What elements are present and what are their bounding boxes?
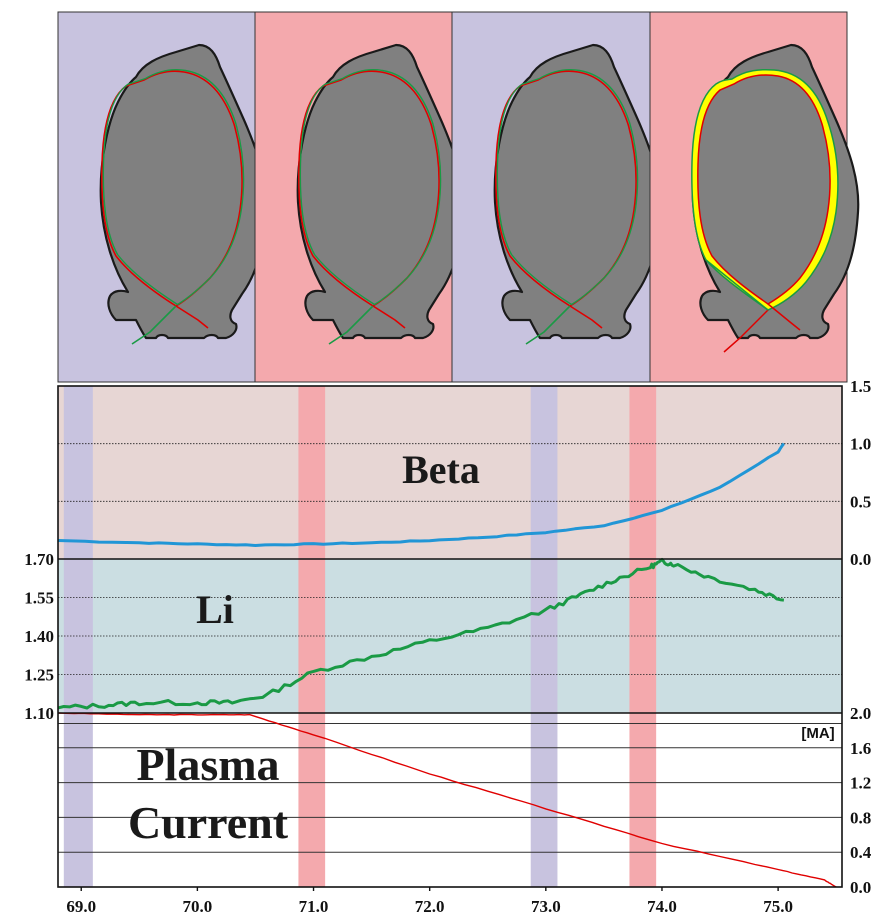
time-xtick-label: 69.0	[66, 897, 96, 916]
divertor-leg-red	[175, 305, 209, 329]
time-xtick-label: 74.0	[647, 897, 677, 916]
plasma-boundary-green	[496, 69, 639, 306]
divertor-leg-left	[723, 309, 769, 353]
tick-labels: 0.0 0.5 1.0 1.5 1.10 1.25 1.40 1.55 1.70 0.0 0.4 0.…	[24, 377, 872, 916]
time-band	[298, 386, 326, 887]
vessel-outline	[99, 43, 268, 340]
current-ytick-label: 0.8	[850, 808, 871, 827]
vessel-outline	[296, 43, 465, 340]
beta-panel-bg	[58, 386, 842, 559]
plasma-boundary-green	[299, 69, 442, 306]
time-band	[63, 386, 93, 887]
time-bands	[63, 386, 657, 887]
plasma-boundary-green	[102, 69, 245, 306]
current-panel-bg	[58, 713, 842, 887]
panel-equilibrium-69.0	[57, 11, 268, 383]
gridlines	[58, 443, 842, 853]
time-band	[629, 386, 657, 887]
li-ytick-label: 1.10	[24, 704, 54, 723]
divertor-leg-red	[569, 305, 603, 329]
panel-frames	[57, 385, 843, 888]
current-ytick-label: 1.6	[850, 739, 871, 758]
beta-ytick-label: 0.5	[850, 492, 871, 511]
series-lines	[57, 442, 837, 888]
panel-shapes	[691, 43, 860, 353]
time-xtick-label: 73.0	[531, 897, 561, 916]
panel-equilibrium-73.0	[451, 11, 662, 383]
time-xtick-label: 72.0	[415, 897, 445, 916]
li-ytick-label: 1.55	[24, 589, 54, 608]
time-xtick-label: 71.0	[299, 897, 329, 916]
beta-title: Beta	[402, 447, 480, 492]
time-xtick-label: 70.0	[183, 897, 213, 916]
panel-shapes	[296, 43, 465, 345]
current-unit-label: [MA]	[801, 725, 834, 742]
divertor-leg-red	[372, 305, 406, 329]
current-ytick-label: 2.0	[850, 704, 871, 723]
panel-shapes	[99, 43, 268, 345]
divertor-leg-green	[705, 259, 769, 311]
plasma-current-title-line1: Plasma	[136, 739, 279, 790]
li-title: Li	[196, 587, 234, 632]
time-xtick-label: 75.0	[763, 897, 793, 916]
chart-frame	[57, 385, 843, 888]
li-ytick-label: 1.25	[24, 666, 54, 685]
time-band	[530, 386, 558, 887]
panel-equilibrium-71.0	[254, 11, 465, 383]
plasma-current-line	[57, 712, 837, 888]
li-ytick-label: 1.40	[24, 627, 54, 646]
divertor-leg-green	[131, 305, 177, 345]
vessel-outline	[493, 43, 662, 340]
chart-backgrounds	[58, 386, 842, 887]
divertor-leg-green	[328, 305, 374, 345]
li-ytick-label: 1.70	[24, 550, 54, 569]
plasma-current-title-line2: Current	[128, 797, 289, 848]
beta-ytick-label: 1.0	[850, 435, 871, 454]
current-ytick-label: 0.0	[850, 878, 871, 897]
panel-equilibrium-73.8	[649, 11, 860, 383]
beta-series-line	[57, 442, 785, 547]
current-ytick-label: 1.2	[850, 774, 871, 793]
plasma-boundary-red	[697, 74, 831, 305]
panel-shapes	[493, 43, 662, 345]
divertor-leg-right	[767, 303, 801, 331]
li-series-line	[57, 558, 785, 710]
divertor-leg-green	[525, 305, 571, 345]
current-ytick-label: 0.4	[850, 843, 872, 862]
equilibrium-panels	[57, 11, 860, 383]
beta-ytick-label: 1.5	[850, 377, 871, 396]
beta-ytick-label: 0.0	[850, 550, 871, 569]
